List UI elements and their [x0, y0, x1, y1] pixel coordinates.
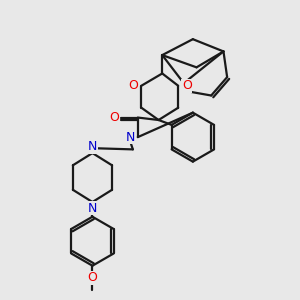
Text: O: O — [128, 79, 138, 92]
Text: O: O — [110, 111, 119, 124]
Text: O: O — [88, 272, 98, 284]
Text: N: N — [88, 202, 97, 215]
Text: N: N — [88, 140, 97, 153]
Text: O: O — [182, 79, 192, 92]
Text: N: N — [126, 130, 135, 144]
